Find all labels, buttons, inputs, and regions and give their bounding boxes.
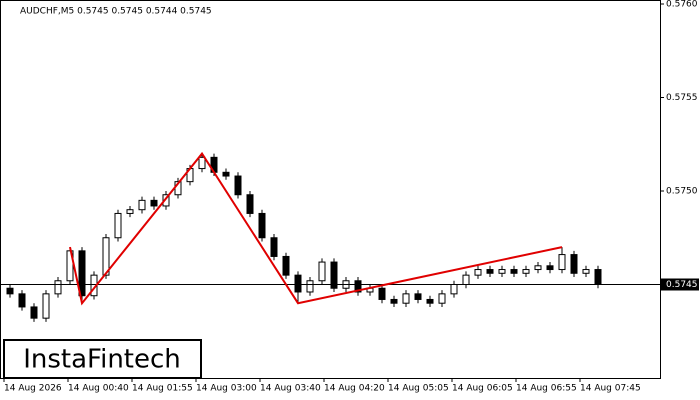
- candle-body: [570, 254, 578, 274]
- y-tick-label: 0.5760: [666, 0, 698, 10]
- candle-body: [414, 293, 422, 300]
- candle-body: [234, 175, 242, 196]
- current-price-box: [661, 278, 699, 291]
- candle-body: [582, 269, 590, 274]
- plot-frame: [0, 0, 661, 379]
- candle-body: [510, 269, 518, 274]
- x-tick-label: 14 Aug 06:05: [452, 384, 513, 394]
- candle-body: [126, 209, 134, 214]
- candle-body: [594, 269, 602, 286]
- candle-body: [426, 298, 434, 304]
- candle-body: [378, 287, 386, 300]
- candle-body: [498, 269, 506, 274]
- candle-body: [102, 237, 110, 276]
- candle-body: [6, 287, 14, 295]
- logo: InstaFintech: [23, 345, 181, 375]
- candle-body: [486, 269, 494, 274]
- candle-body: [522, 269, 530, 274]
- candle-body: [558, 254, 566, 271]
- candle-body: [258, 212, 266, 239]
- candle-body: [246, 194, 254, 214]
- candle-body: [138, 199, 146, 211]
- candle-body: [318, 261, 326, 282]
- candle-body: [54, 280, 62, 295]
- y-tick-label: 0.5755: [666, 93, 698, 103]
- candle-body: [546, 265, 554, 271]
- candle-body: [450, 284, 458, 295]
- candle-body: [474, 269, 482, 276]
- candle-body: [534, 265, 542, 271]
- x-tick-label: 14 Aug 06:55: [516, 384, 577, 394]
- x-tick-label: 14 Aug 03:40: [260, 384, 321, 394]
- candle-body: [42, 293, 50, 319]
- candle-body: [438, 293, 446, 304]
- candle-body: [222, 171, 230, 177]
- candle-body: [150, 199, 158, 207]
- x-tick-label: 14 Aug 07:45: [580, 384, 641, 394]
- candle-body: [282, 255, 290, 276]
- candle-body: [402, 293, 410, 304]
- candle-body: [114, 212, 122, 239]
- candle-body: [306, 280, 314, 293]
- x-tick-label: 14 Aug 01:55: [132, 384, 193, 394]
- candle-body: [162, 194, 170, 207]
- x-tick-label: 14 Aug 2026: [4, 384, 62, 394]
- candle-body: [18, 293, 26, 308]
- x-tick-label: 14 Aug 04:20: [324, 384, 385, 394]
- candle-body: [78, 250, 86, 297]
- candle-body: [462, 274, 470, 285]
- y-tick-label: 0.5750: [666, 187, 698, 197]
- x-tick-label: 14 Aug 05:05: [388, 384, 449, 394]
- candle-body: [30, 306, 38, 319]
- candle-body: [270, 237, 278, 257]
- current-price-label: 0.5745: [666, 280, 698, 290]
- pattern-line: [69, 151, 563, 306]
- chart-title: AUDCHF,M5 0.5745 0.5745 0.5744 0.5745: [20, 7, 212, 17]
- candle-body: [330, 261, 338, 289]
- candle-body: [390, 298, 398, 304]
- candle-body: [354, 280, 362, 293]
- logo-box: [3, 339, 202, 379]
- candle-body: [198, 156, 206, 170]
- x-tick-label: 14 Aug 03:00: [196, 384, 257, 394]
- candle-body: [294, 274, 302, 293]
- x-tick-label: 14 Aug 00:40: [68, 384, 129, 394]
